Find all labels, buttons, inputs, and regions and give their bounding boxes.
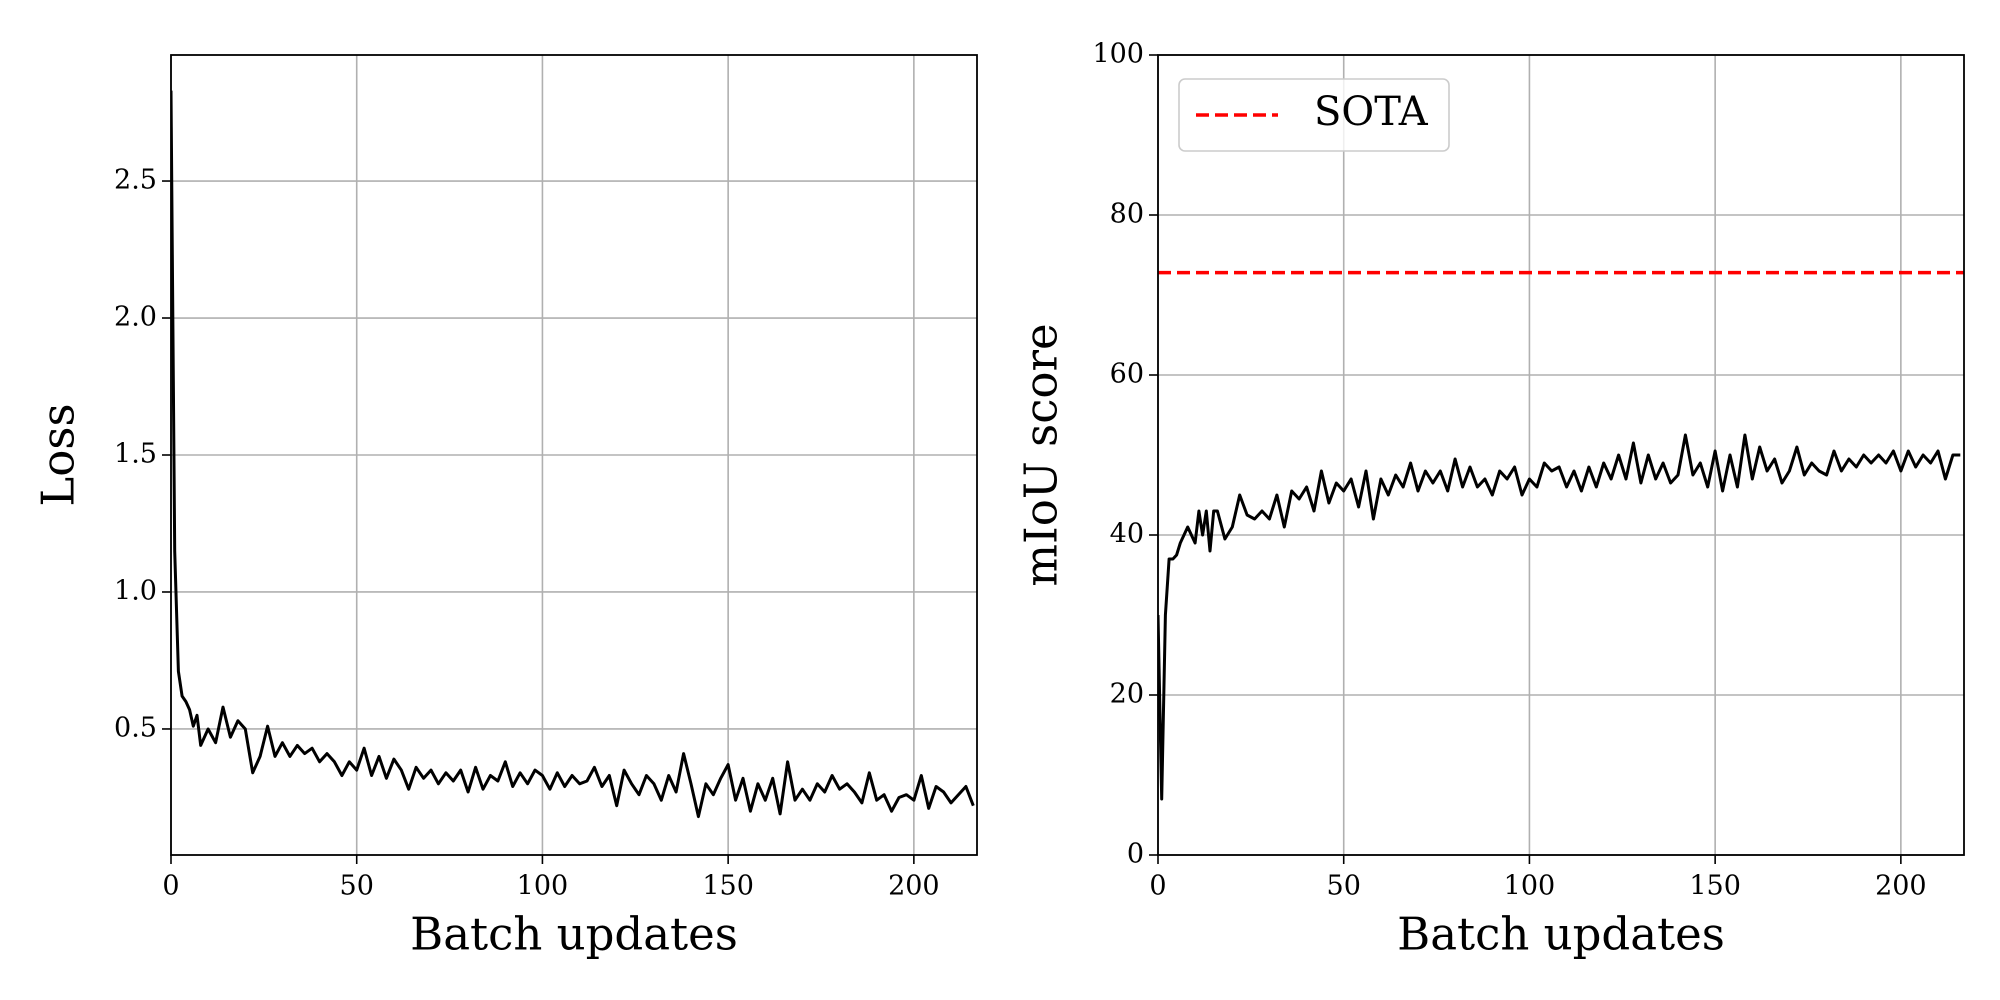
plot-frame <box>1157 54 1965 856</box>
legend-box <box>1178 78 1450 152</box>
x-tick-label: 150 <box>702 871 754 902</box>
y-axis-label: Loss <box>32 403 85 506</box>
y-axis-label: mIoU score <box>1015 323 1068 586</box>
y-tick-label: 0 <box>1127 839 1144 870</box>
x-tick-label: 200 <box>888 871 940 902</box>
x-tick-label: 0 <box>162 871 179 902</box>
y-tick-label: 1.0 <box>114 575 157 606</box>
y-tick-label: 40 <box>1110 519 1144 550</box>
data-line <box>171 90 975 819</box>
y-tick-label: 60 <box>1110 359 1144 390</box>
x-tick-label: 50 <box>1327 871 1361 902</box>
y-tick-label: 80 <box>1110 199 1144 230</box>
y-tick-label: 100 <box>1092 39 1144 70</box>
x-tick-label: 200 <box>1875 871 1927 902</box>
legend-label: SOTA <box>1314 89 1429 135</box>
x-axis-label: Batch updates <box>410 908 738 961</box>
x-tick-label: 50 <box>340 871 374 902</box>
x-tick-label: 100 <box>1504 871 1556 902</box>
y-tick-label: 1.5 <box>114 439 157 470</box>
y-tick-label: 2.0 <box>114 302 157 333</box>
data-line <box>1158 433 1961 801</box>
y-tick-label: 0.5 <box>114 712 157 743</box>
plot-frame <box>170 54 978 856</box>
x-tick-label: 100 <box>517 871 569 902</box>
x-axis-label: Batch updates <box>1397 908 1725 961</box>
y-tick-label: 20 <box>1110 679 1144 710</box>
y-tick-label: 2.5 <box>114 165 157 196</box>
x-tick-label: 150 <box>1689 871 1741 902</box>
x-tick-label: 0 <box>1149 871 1166 902</box>
